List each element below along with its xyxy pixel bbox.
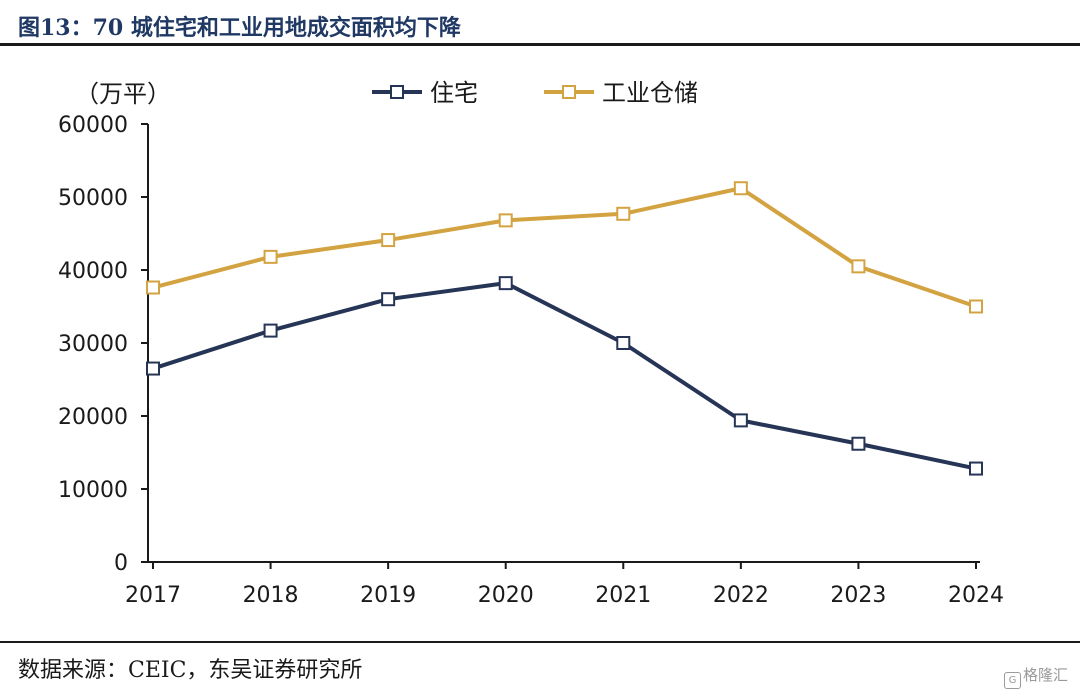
data-point — [851, 259, 866, 274]
chart-legend: 住宅 工业仓储 — [372, 79, 698, 107]
x-tick-label: 2021 — [595, 583, 651, 608]
x-tick-label: 2020 — [478, 583, 534, 608]
legend-marker — [390, 85, 404, 99]
data-point — [969, 461, 983, 476]
data-point — [146, 361, 160, 376]
legend-label: 住宅 — [430, 79, 478, 107]
x-tick-label: 2019 — [360, 583, 416, 608]
y-tick-label: 20000 — [58, 405, 128, 430]
legend-label: 工业仓储 — [602, 79, 698, 107]
watermark: G 格隆汇 — [1004, 664, 1068, 689]
y-tick-label: 60000 — [58, 113, 128, 138]
y-tick-label: 30000 — [58, 332, 128, 357]
chart-axes: 0 10000 20000 30000 40000 50000 60000 2017 2018 2… — [58, 113, 1004, 608]
data-point — [851, 436, 866, 451]
chart-title: 图13：70 城住宅和工业用地成交面积均下降 — [18, 15, 461, 41]
data-point — [146, 280, 160, 295]
data-point — [498, 213, 513, 228]
data-point — [969, 299, 983, 314]
data-point — [263, 249, 278, 264]
x-tick-label: 2024 — [948, 583, 1004, 608]
y-tick-label: 0 — [114, 551, 128, 576]
source-note: 数据来源：CEIC，东吴证券研究所 — [18, 658, 363, 683]
watermark-text: 格隆汇 — [1023, 666, 1069, 684]
watermark-logo-icon: G — [1004, 672, 1021, 689]
data-point — [616, 206, 631, 221]
data-point — [616, 336, 631, 350]
chart-series — [146, 181, 983, 476]
x-tick-label: 2017 — [125, 583, 181, 608]
series-line-0 — [152, 281, 977, 471]
data-point — [263, 323, 278, 338]
data-point — [498, 276, 513, 291]
y-tick-label: 50000 — [58, 186, 128, 211]
legend-marker — [562, 85, 576, 99]
x-tick-label: 2018 — [243, 583, 299, 608]
x-tick-label: 2023 — [830, 583, 886, 608]
data-point — [733, 413, 748, 428]
series-line-1 — [152, 186, 977, 309]
x-tick-label: 2022 — [713, 583, 769, 608]
top-divider — [0, 43, 1080, 46]
y-tick-label: 10000 — [58, 478, 128, 503]
y-tick-label: 40000 — [58, 259, 128, 284]
data-point — [381, 233, 396, 248]
bottom-divider — [0, 641, 1080, 643]
data-point — [733, 181, 748, 196]
y-axis-unit-label: （万平） — [75, 80, 171, 108]
data-point — [381, 292, 396, 307]
